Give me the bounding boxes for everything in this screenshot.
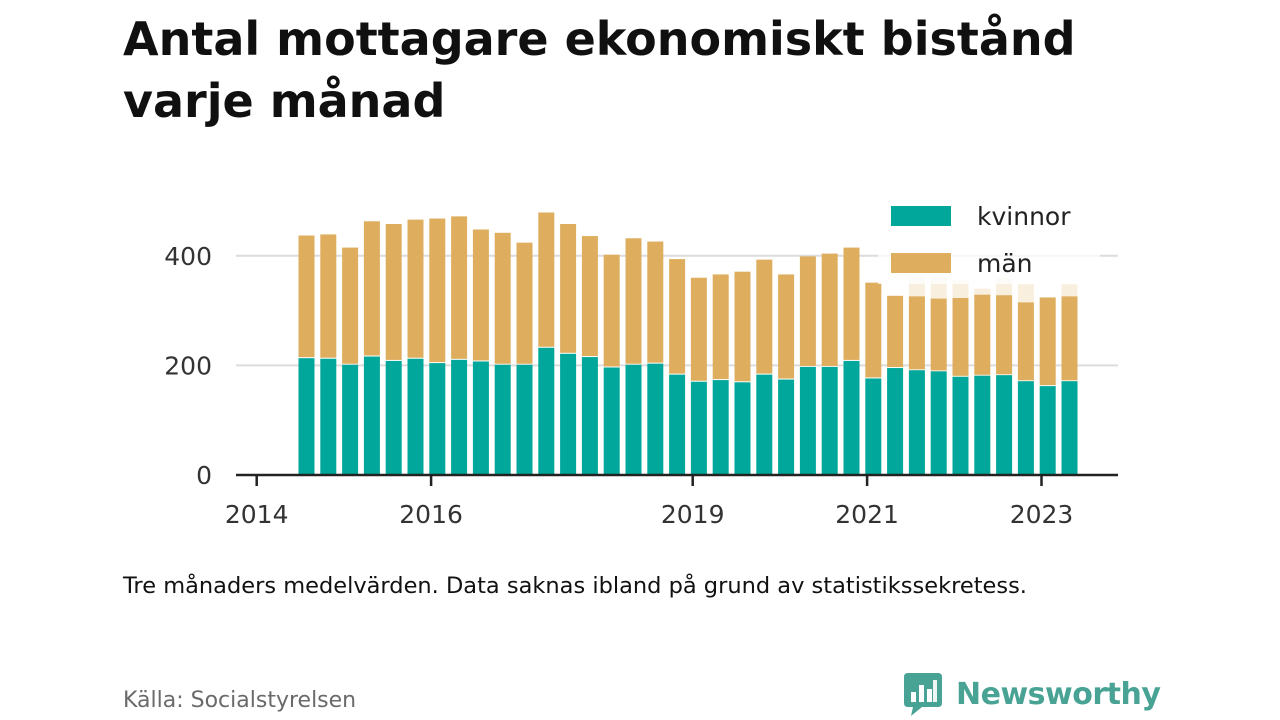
source-text: Källa: Socialstyrelsen [123, 688, 357, 713]
bar-kvinnor [996, 375, 1013, 475]
bar-kvinnor [821, 366, 838, 475]
bar-kvinnor [930, 371, 947, 475]
bar-kvinnor [974, 375, 991, 475]
bar-kvinnor [581, 357, 598, 475]
bar-man [451, 216, 468, 359]
bar-man [734, 271, 751, 382]
bar-man [429, 218, 446, 363]
bar-kvinnor [952, 376, 969, 475]
bar-man [778, 274, 795, 379]
bar-man [756, 259, 773, 374]
bar-man [581, 236, 598, 357]
y-axis-ticks: 0 200 400 [164, 242, 212, 490]
brand-name: Newsworthy [956, 676, 1161, 712]
bar-man [930, 298, 947, 371]
bar-kvinnor [385, 360, 402, 475]
bar-man [712, 274, 729, 380]
y-tick-label: 200 [164, 351, 212, 380]
bar-man [320, 234, 337, 358]
y-tick-label: 400 [164, 242, 212, 271]
bar-man [407, 219, 424, 358]
bar-man [538, 212, 555, 347]
bar-kvinnor [690, 381, 707, 475]
bars [298, 212, 1078, 475]
bar-kvinnor [734, 382, 751, 475]
bar-man [363, 221, 380, 356]
legend-label: kvinnor [977, 202, 1071, 231]
bar-kvinnor [407, 358, 424, 475]
bar-kvinnor [472, 361, 489, 475]
bar-kvinnor [669, 374, 686, 475]
bar-man [799, 256, 816, 366]
bar-kvinnor [451, 359, 468, 475]
bar-kvinnor [799, 366, 816, 475]
chart-note: Tre månaders medelvärden. Data saknas ib… [123, 573, 1027, 599]
bar-man [298, 235, 315, 358]
bar-man [1039, 297, 1056, 386]
brand-logo: Newsworthy [902, 670, 1161, 718]
x-tick-label: 2019 [661, 500, 725, 529]
bar-chart-speech-bubble-icon [904, 673, 942, 716]
bar-man [516, 242, 533, 364]
bar-kvinnor [865, 378, 882, 475]
bar-man [690, 277, 707, 381]
legend-swatch [891, 253, 951, 273]
legend: kvinnor män [878, 196, 1100, 284]
chart-title: Antal mottagare ekonomiskt bistånd varje… [123, 12, 1076, 128]
bar-man [843, 247, 860, 360]
bar-kvinnor [843, 360, 860, 475]
x-tick-label: 2021 [835, 500, 899, 529]
legend-label: män [977, 249, 1033, 278]
bar-kvinnor [1017, 381, 1034, 475]
bar-man [865, 282, 882, 378]
bar-kvinnor [756, 374, 773, 475]
bar-man [996, 295, 1013, 375]
bar-kvinnor [1061, 381, 1078, 475]
bar-kvinnor [625, 364, 642, 475]
bar-man [472, 229, 489, 361]
x-tick-label: 2016 [399, 500, 463, 529]
x-axis: 2014 2016 2019 2021 2023 [225, 473, 1118, 529]
bar-man [887, 295, 904, 368]
bar-kvinnor [342, 364, 359, 475]
bar-kvinnor [298, 358, 315, 475]
x-tick-label: 2023 [1010, 500, 1074, 529]
bar-man [974, 294, 991, 375]
bar-kvinnor [1039, 386, 1056, 475]
bar-kvinnor [363, 356, 380, 475]
bar-kvinnor [647, 363, 664, 475]
bar-kvinnor [603, 367, 620, 475]
bar-man [603, 254, 620, 367]
bar-man [385, 224, 402, 360]
bar-man [625, 238, 642, 364]
bar-man [342, 247, 359, 364]
bar-man [494, 232, 511, 364]
bar-man [952, 297, 969, 376]
y-tick-label: 0 [196, 461, 212, 490]
bar-kvinnor [538, 347, 555, 475]
bar-man [821, 253, 838, 366]
bar-kvinnor [560, 353, 577, 475]
bar-man [647, 241, 664, 363]
bar-kvinnor [516, 364, 533, 475]
bar-kvinnor [429, 363, 446, 475]
bar-man [669, 259, 686, 374]
bar-kvinnor [908, 370, 925, 475]
bar-kvinnor [320, 358, 337, 475]
bar-kvinnor [778, 379, 795, 475]
bar-man [908, 296, 925, 370]
bar-kvinnor [887, 368, 904, 475]
x-tick-label: 2014 [225, 500, 289, 529]
bar-man [560, 224, 577, 353]
bar-kvinnor [712, 380, 729, 475]
bar-man [1061, 296, 1078, 381]
bar-kvinnor [494, 364, 511, 475]
bar-man [1017, 302, 1034, 381]
legend-swatch [891, 206, 951, 226]
